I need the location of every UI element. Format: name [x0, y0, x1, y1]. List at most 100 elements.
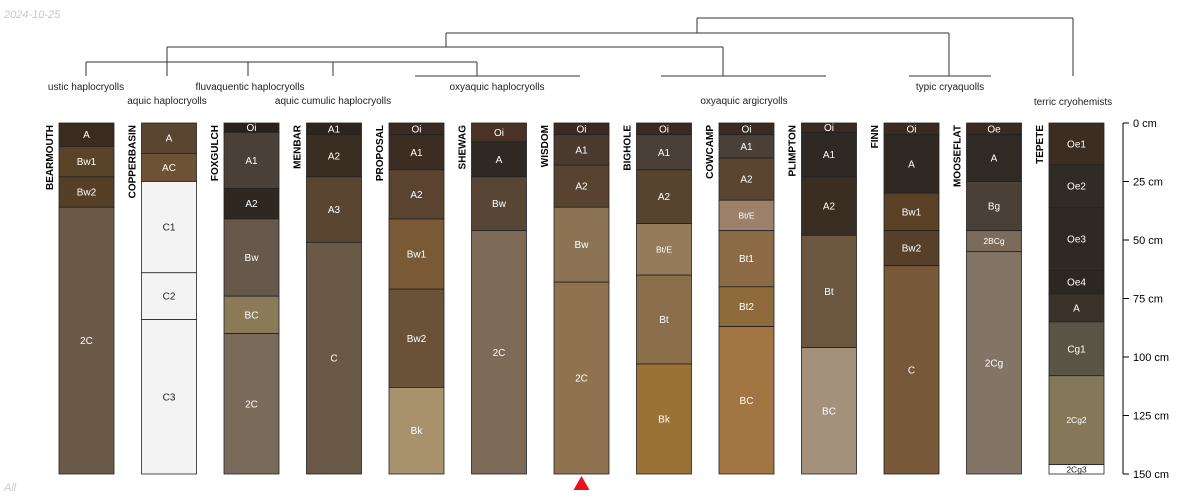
horizon-label: A1	[410, 148, 423, 159]
horizon-label: A2	[410, 190, 423, 201]
horizon-a	[471, 141, 527, 178]
horizon-label: C3	[163, 392, 176, 403]
horizon-label: A2	[328, 151, 341, 162]
horizon-label: 2C	[80, 336, 93, 347]
depth-axis: 0 cm 25 cm 50 cm 75 cm 100 cm 125 cm 150 cm	[1122, 118, 1169, 481]
horizon-label: Bw2	[407, 334, 427, 345]
horizon-2c	[223, 333, 280, 475]
horizon-label: A1	[823, 150, 836, 161]
horizon-label: Bw2	[902, 244, 922, 255]
depth-tick-label: 0 cm	[1133, 118, 1157, 130]
horizon-label: 2C	[245, 399, 258, 410]
profile-foxgulch: Oi A1 A2 Bw BC 2C FOXGULCH	[210, 122, 280, 475]
profile-name: COPPERBASIN	[128, 125, 139, 198]
horizon-2cg3	[1048, 464, 1105, 475]
horizon-label: C2	[163, 292, 176, 303]
profile-menbar: A1 A2 A3 C MENBAR	[293, 122, 362, 475]
horizon-label: Bk	[658, 415, 671, 426]
horizon-bw2	[883, 230, 940, 267]
horizon-label: Oi	[907, 124, 917, 135]
depth-tick-label: 100 cm	[1133, 352, 1169, 364]
horizon-cg1	[1048, 321, 1105, 377]
horizon-label: A	[496, 155, 503, 166]
horizon-label: 2Cg3	[1066, 464, 1087, 474]
horizon-label: Bt2	[739, 302, 754, 313]
horizon-bw1	[58, 145, 115, 178]
profile-name: BEARMOUTH	[45, 125, 56, 190]
taxon-label: terric cryohemists	[1034, 97, 1112, 108]
horizon-c1	[141, 181, 197, 274]
horizon-a2	[801, 176, 857, 236]
profile-cowcamp: Oi A1 A2 Bt/E Bt1 Bt2 BC COWCAMP	[705, 122, 775, 475]
horizon-bw1	[388, 218, 445, 290]
horizon-label: Bw	[492, 199, 507, 210]
horizon-label: 2BCg	[983, 236, 1005, 246]
horizon-a2	[223, 188, 280, 220]
profile-bearmouth: A Bw1 Bw2 2C BEARMOUTH	[45, 122, 115, 475]
horizon-label: Bt	[824, 287, 834, 298]
taxa-labels: ustic haplocryolls aquic haplocryolls fl…	[48, 82, 1112, 108]
horizon-label: A2	[740, 175, 753, 186]
horizon-label: Oi	[659, 124, 669, 135]
horizon-bc	[223, 295, 280, 335]
profile-name: PLIMPTON	[788, 125, 799, 176]
horizon-c	[883, 265, 940, 475]
profile-mooseflat: Oe A Bg 2BCg 2Cg MOOSEFLAT	[953, 122, 1022, 475]
profile-name: FOXGULCH	[210, 125, 221, 181]
horizon-a2	[718, 157, 775, 201]
horizon-label: 2Cg2	[1066, 415, 1087, 425]
horizon-label: C	[908, 365, 915, 376]
profile-name: TEPETE	[1035, 125, 1046, 164]
depth-tick-label: 25 cm	[1133, 177, 1163, 189]
horizon-label: Bw1	[902, 207, 922, 218]
horizon-label: A3	[328, 205, 341, 216]
horizon-label: A	[908, 159, 915, 170]
profile-finn: Oi A Bw1 Bw2 C FINN	[870, 122, 940, 475]
horizon-bt-e	[718, 199, 775, 232]
horizon-a	[883, 134, 940, 194]
horizon-label: Oi	[577, 124, 587, 135]
horizon-label: Bt/E	[656, 244, 672, 254]
profile-wisdom: Oi A1 A2 Bw 2C WISDOM	[540, 122, 610, 475]
horizon-a2	[306, 134, 362, 178]
horizon-label: Bg	[988, 202, 1000, 213]
horizon-bk	[388, 387, 445, 475]
horizon-label: 2C	[493, 348, 506, 359]
horizon-a2	[388, 169, 445, 220]
date-stamp: 2024-10-25	[4, 9, 61, 21]
profile-name: SHEWAG	[458, 125, 469, 170]
horizon-label: Oe	[987, 124, 1001, 135]
horizon-label: A2	[823, 202, 836, 213]
horizon-a1	[388, 134, 445, 171]
horizon-label: BC	[740, 396, 754, 407]
profile-shewag: Oi A Bw 2C SHEWAG	[458, 122, 527, 475]
horizon-bc	[718, 326, 775, 475]
horizon-label: A2	[245, 199, 258, 210]
horizon-bk	[636, 363, 692, 475]
horizon-label: C	[330, 354, 337, 365]
horizon-2cg	[966, 251, 1022, 475]
horizon-bw1	[883, 192, 940, 232]
horizon-label: Bw2	[77, 188, 97, 199]
horizon-label: BC	[822, 406, 836, 417]
horizon-c2	[141, 272, 197, 320]
profile-name: COWCAMP	[705, 125, 716, 179]
profile-copperbasin: A AC C1 C2 C3 COPPERBASIN	[128, 122, 197, 475]
horizon-label: 2C	[575, 374, 588, 385]
horizon-label: A1	[740, 142, 753, 153]
horizon-label: Bt/E	[738, 210, 754, 220]
profile-name: FINN	[870, 125, 881, 148]
horizon-a2	[636, 169, 692, 225]
taxon-label: aquic haplocryolls	[127, 96, 207, 107]
horizon-label: A2	[658, 192, 671, 203]
horizon-a1	[801, 131, 857, 178]
horizon-label: A1	[658, 148, 671, 159]
footer-label: All	[4, 482, 17, 494]
horizon-label: Bw	[575, 240, 590, 251]
horizon-a1	[223, 131, 280, 189]
horizon-2c	[58, 206, 115, 475]
profile-proposal: Oi A1 A2 Bw1 Bw2 Bk PROPOSAL	[375, 122, 445, 475]
horizon-bt2	[718, 286, 775, 327]
profile-bighole: Oi A1 A2 Bt/E Bt Bk BIGHOLE	[623, 122, 692, 475]
